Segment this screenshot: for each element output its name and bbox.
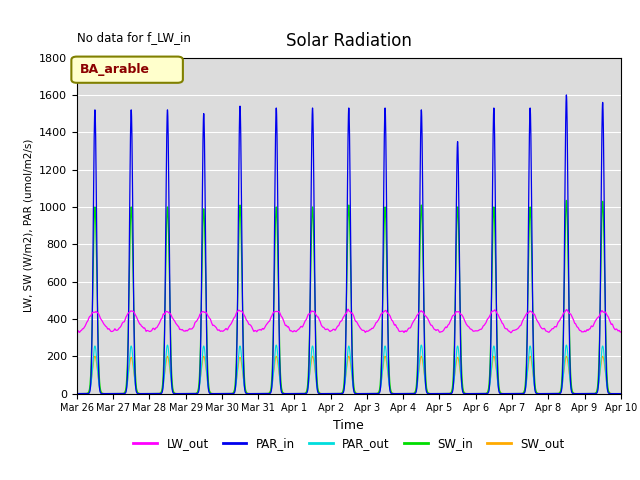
- Legend: LW_out, PAR_in, PAR_out, SW_in, SW_out: LW_out, PAR_in, PAR_out, SW_in, SW_out: [129, 432, 569, 455]
- Text: BA_arable: BA_arable: [79, 63, 150, 76]
- Text: No data for f_LW_in: No data for f_LW_in: [77, 31, 191, 44]
- Title: Solar Radiation: Solar Radiation: [286, 33, 412, 50]
- FancyBboxPatch shape: [72, 57, 183, 83]
- X-axis label: Time: Time: [333, 419, 364, 432]
- Y-axis label: LW, SW (W/m2), PAR (umol/m2/s): LW, SW (W/m2), PAR (umol/m2/s): [24, 139, 33, 312]
